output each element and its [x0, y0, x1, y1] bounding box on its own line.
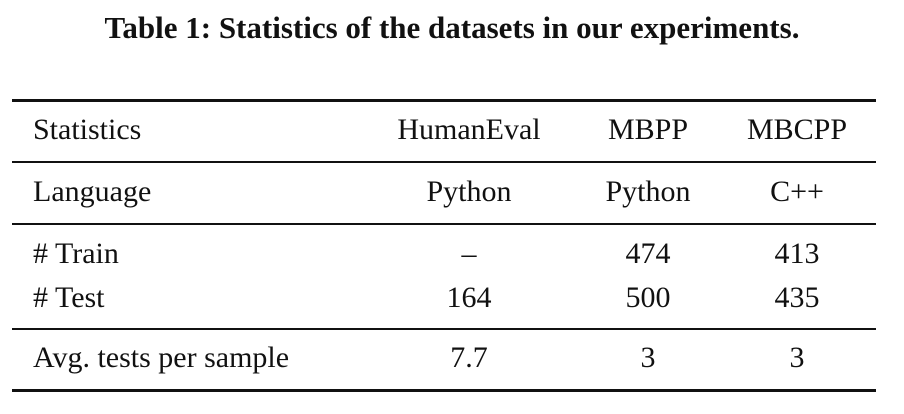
row-rule [12, 223, 876, 225]
row-label: # Test [33, 281, 105, 314]
table-cell: 164 [446, 281, 492, 314]
table-cell: – [461, 237, 477, 270]
header-cell: MBCPP [746, 113, 848, 146]
row-label: Avg. tests per sample [33, 341, 290, 374]
header-cell: Statistics [33, 113, 142, 146]
table-cell: 3 [640, 341, 656, 374]
row-label: # Train [33, 237, 119, 270]
table-cell: 500 [625, 281, 671, 314]
header-cell: MBPP [607, 113, 689, 146]
table-cell: Python [605, 175, 691, 208]
table-cell: C++ [770, 175, 824, 208]
header-cell: HumanEval [397, 113, 541, 146]
table-caption: Table 1: Statistics of the datasets in o… [104, 10, 800, 45]
table-cell: Python [426, 175, 512, 208]
table-cell: 413 [774, 237, 820, 270]
table-cell: 7.7 [450, 341, 488, 374]
table-cell: 435 [774, 281, 820, 314]
header-rule [12, 161, 876, 163]
top-rule [12, 99, 876, 102]
row-rule [12, 328, 876, 330]
row-label: Language [33, 175, 152, 208]
bottom-rule [12, 389, 876, 392]
table-cell: 474 [625, 237, 671, 270]
table-cell: 3 [789, 341, 805, 374]
